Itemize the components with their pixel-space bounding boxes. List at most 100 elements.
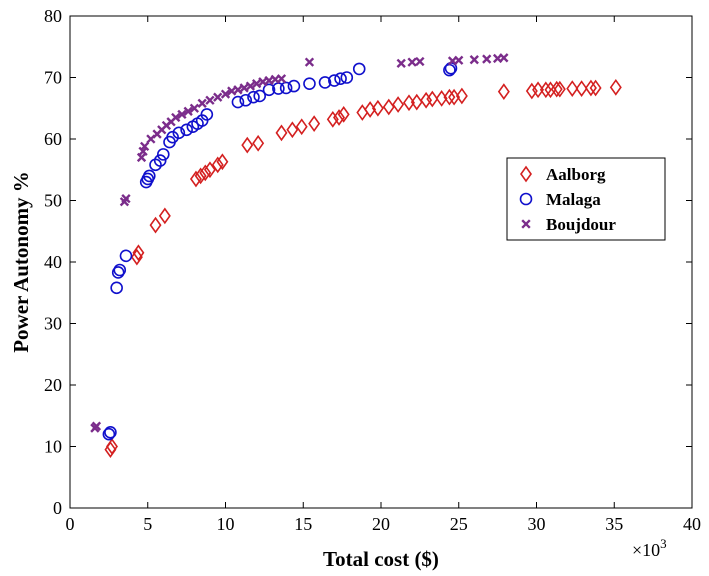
point-malaga bbox=[153, 154, 167, 167]
point-boujdour-stroke-b bbox=[205, 95, 215, 105]
point-malaga bbox=[143, 169, 156, 183]
legend-box bbox=[506, 157, 666, 241]
point-boujdour bbox=[233, 85, 243, 95]
x-tick-label: 0 bbox=[66, 514, 75, 534]
point-aalborg bbox=[455, 87, 468, 105]
point-malaga bbox=[231, 95, 245, 109]
point-malaga bbox=[113, 263, 127, 277]
point-malaga bbox=[157, 148, 170, 161]
point-aalborg bbox=[337, 106, 350, 123]
point-boujdour-stroke-b bbox=[213, 92, 223, 102]
point-boujdour-stroke-b bbox=[499, 53, 509, 63]
point-boujdour-stroke-b bbox=[171, 112, 181, 123]
point-boujdour bbox=[245, 81, 256, 91]
point-malaga bbox=[104, 426, 117, 439]
point-aalborg bbox=[194, 167, 207, 185]
x-multiplier-base: ×10 bbox=[632, 540, 660, 560]
point-boujdour-stroke-b bbox=[407, 57, 417, 67]
point-boujdour bbox=[469, 55, 479, 65]
series-malaga bbox=[102, 61, 458, 441]
x-tick-label: 5 bbox=[143, 514, 152, 534]
y-tick-label: 70 bbox=[44, 68, 62, 88]
point-boujdour-stroke-b bbox=[177, 109, 187, 120]
point-aalborg bbox=[575, 80, 588, 97]
point-boujdour-stroke-b bbox=[415, 56, 425, 67]
point-aalborg bbox=[609, 78, 622, 96]
point-aalborg bbox=[149, 216, 162, 234]
point-aalborg bbox=[539, 81, 552, 99]
point-aalborg bbox=[371, 99, 384, 117]
point-boujdour bbox=[171, 112, 181, 123]
x-tick-label: 15 bbox=[294, 514, 312, 534]
point-malaga bbox=[200, 108, 214, 121]
x-tick-label: 30 bbox=[528, 514, 546, 534]
point-boujdour bbox=[177, 109, 187, 120]
point-boujdour bbox=[407, 57, 417, 67]
x-axis-label: Total cost ($) bbox=[323, 547, 439, 571]
legend-marker-aalborg bbox=[520, 165, 532, 183]
point-malaga bbox=[253, 89, 267, 103]
legend-label-malaga: Malaga bbox=[546, 190, 601, 209]
legend: Aalborg Malaga Boujdour bbox=[506, 157, 666, 241]
y-tick-label: 60 bbox=[44, 129, 62, 149]
point-aalborg bbox=[333, 109, 345, 126]
point-aalborg bbox=[130, 248, 143, 266]
point-boujdour bbox=[482, 54, 492, 64]
x-tick-label: 40 bbox=[683, 514, 701, 534]
point-boujdour-stroke-b bbox=[251, 79, 262, 89]
point-boujdour bbox=[454, 55, 464, 65]
point-aalborg bbox=[211, 156, 224, 174]
point-boujdour bbox=[415, 56, 425, 67]
point-boujdour-stroke-b bbox=[139, 141, 150, 152]
point-aalborg bbox=[553, 80, 566, 98]
y-tick-label: 0 bbox=[53, 498, 62, 518]
point-malaga bbox=[340, 71, 354, 84]
point-boujdour-stroke-b bbox=[220, 89, 231, 99]
point-boujdour bbox=[136, 152, 147, 163]
point-aalborg bbox=[382, 98, 395, 116]
point-boujdour-stroke-b bbox=[447, 56, 458, 66]
axis-ticks bbox=[69, 15, 693, 509]
point-aalborg bbox=[420, 91, 433, 109]
point-boujdour-stroke-b bbox=[227, 86, 237, 96]
point-aalborg bbox=[308, 115, 321, 133]
point-boujdour-stroke-b bbox=[258, 77, 268, 87]
point-boujdour bbox=[396, 58, 406, 69]
point-boujdour-stroke-b bbox=[492, 53, 503, 64]
y-tick-label: 20 bbox=[44, 375, 62, 395]
point-boujdour-stroke-b bbox=[239, 83, 249, 93]
point-boujdour-stroke-b bbox=[197, 98, 207, 108]
x-tick-label: 10 bbox=[217, 514, 235, 534]
point-boujdour-stroke-b bbox=[454, 55, 464, 65]
point-malaga bbox=[287, 79, 301, 93]
point-boujdour bbox=[205, 95, 215, 105]
point-aalborg bbox=[286, 121, 299, 139]
point-aalborg bbox=[497, 83, 510, 101]
x-tick-label: 25 bbox=[450, 514, 468, 534]
point-boujdour-stroke-b bbox=[189, 103, 200, 113]
point-aalborg bbox=[589, 79, 602, 97]
point-boujdour-stroke-b bbox=[121, 194, 131, 204]
point-aalborg bbox=[532, 81, 545, 99]
legend-marker-boujdour bbox=[521, 219, 531, 229]
point-boujdour bbox=[251, 79, 262, 89]
point-aalborg bbox=[275, 124, 288, 142]
point-aalborg bbox=[203, 161, 216, 179]
point-boujdour bbox=[499, 53, 509, 63]
point-malaga bbox=[119, 249, 133, 263]
point-aalborg bbox=[426, 90, 439, 108]
point-boujdour bbox=[276, 74, 287, 84]
point-boujdour bbox=[213, 92, 223, 102]
point-malaga bbox=[111, 266, 125, 279]
point-malaga bbox=[262, 83, 276, 97]
point-boujdour-stroke-b bbox=[304, 57, 315, 67]
point-boujdour bbox=[121, 194, 131, 204]
point-malaga bbox=[247, 90, 260, 104]
point-aalborg bbox=[216, 153, 229, 171]
point-boujdour-stroke-b bbox=[469, 55, 479, 65]
point-aalborg bbox=[189, 170, 202, 188]
point-malaga bbox=[110, 281, 123, 295]
point-boujdour bbox=[304, 57, 315, 67]
point-boujdour-stroke-b bbox=[270, 74, 280, 84]
point-malaga bbox=[180, 123, 193, 137]
